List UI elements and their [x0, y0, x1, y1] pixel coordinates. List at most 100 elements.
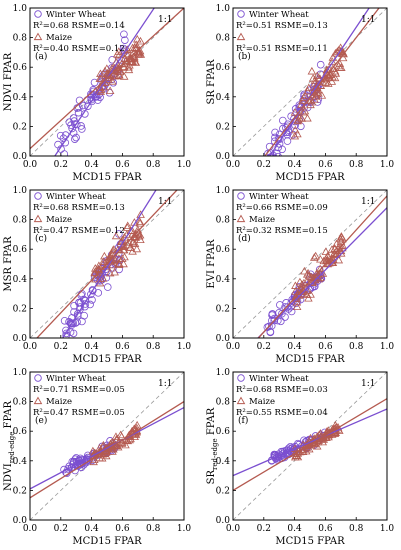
- x-tick-label: 0.6: [318, 160, 333, 170]
- wheat-point: [67, 121, 75, 129]
- x-tick-label: 0.2: [54, 342, 68, 352]
- maize-point: [327, 253, 336, 262]
- legend-maize-label: Maize: [46, 33, 72, 43]
- maize-point: [121, 440, 130, 449]
- maize-point: [119, 63, 129, 71]
- maize-point: [291, 287, 300, 295]
- maize-point: [124, 49, 133, 58]
- maize-point: [337, 63, 346, 72]
- y-axis-label: SR FPAR: [206, 59, 217, 105]
- x-tick-label: 1.0: [177, 524, 192, 534]
- legend-maize-label: Maize: [249, 397, 275, 407]
- x-tick-label: 0.8: [349, 160, 364, 170]
- y-tick-label: 0.2: [13, 304, 27, 314]
- maize-point: [339, 49, 348, 58]
- wheat-point: [271, 128, 279, 137]
- wheat-point: [281, 313, 289, 321]
- maize-point: [292, 298, 302, 306]
- points-layer: [60, 420, 142, 478]
- y-axis-label-subscript: red-edge: [211, 438, 219, 470]
- maize-point: [111, 432, 121, 440]
- maize-point: [292, 302, 302, 310]
- legend-wheat-marker: [34, 192, 42, 200]
- wheat-point: [287, 112, 295, 121]
- wheat-point: [90, 78, 99, 87]
- x-tick-label: 0.4: [287, 160, 302, 170]
- maize-point: [126, 243, 135, 251]
- maize-point: [297, 114, 307, 122]
- y-tick-label: 0.2: [216, 486, 230, 496]
- wheat-point: [81, 300, 90, 308]
- one-to-one-line: [233, 190, 387, 338]
- wheat-fit-line: [61, 190, 157, 338]
- y-axis-label-main: SR: [206, 469, 217, 484]
- maize-point: [105, 86, 115, 95]
- wheat-fit-line: [30, 406, 184, 490]
- y-tick-label: 0.0: [216, 334, 231, 344]
- maize-fit-line: [233, 398, 387, 491]
- x-tick-label: 0.8: [146, 524, 161, 534]
- maize-point: [115, 65, 125, 74]
- wheat-point: [103, 283, 112, 291]
- panel-label: (e): [35, 415, 47, 426]
- chart-panel-e: 0.0 0.2 0.4 0.6 0.8 1.0 0.0 0.2 0.4 0.6 0.8 1.0 MCD1…: [3, 368, 191, 547]
- maize-point: [134, 232, 144, 240]
- maize-point: [127, 58, 137, 66]
- y-tick-label: 0.4: [13, 275, 28, 285]
- y-tick-label: 0.4: [216, 457, 231, 467]
- wheat-point: [271, 133, 279, 142]
- panel-label: (b): [238, 51, 251, 62]
- legend-maize-marker: [33, 214, 43, 223]
- maize-point: [123, 221, 132, 230]
- maize-point: [128, 247, 137, 255]
- legend-wheat-stats: R²=0.68 RSME=0.13: [33, 203, 125, 213]
- x-tick-label: 0.4: [287, 524, 302, 534]
- x-tick-label: 0.0: [226, 524, 241, 534]
- x-tick-label: 0.6: [115, 160, 130, 170]
- legend-wheat-label: Winter Wheat: [46, 374, 106, 384]
- maize-point: [294, 115, 303, 124]
- maize-point: [318, 269, 328, 277]
- legend-wheat-stats: R²=0.51 RSME=0.13: [236, 21, 328, 31]
- maize-point: [132, 244, 142, 253]
- y-tick-label: 1.0: [13, 4, 28, 14]
- y-tick-label: 0.8: [216, 34, 231, 44]
- maize-point: [304, 83, 314, 92]
- x-tick-label: 0.0: [23, 524, 38, 534]
- wheat-point: [88, 97, 96, 106]
- wheat-point: [80, 311, 88, 320]
- y-tick-label: 0.2: [216, 304, 230, 314]
- wheat-point: [72, 454, 81, 462]
- wheat-point: [283, 137, 292, 145]
- legend-maize-label: Maize: [249, 215, 275, 225]
- x-tick-label: 0.0: [23, 160, 38, 170]
- wheat-point: [291, 105, 300, 113]
- maize-point: [114, 259, 123, 267]
- x-tick-label: 0.6: [115, 342, 130, 352]
- wheat-point: [61, 138, 70, 147]
- wheat-point: [268, 310, 277, 318]
- maize-point: [96, 69, 105, 78]
- maize-point: [108, 77, 117, 85]
- y-tick-label: 0.8: [13, 398, 28, 408]
- panel-label: (f): [238, 415, 248, 426]
- one-to-one-line: [233, 8, 387, 156]
- legend-wheat-stats: R²=0.68 RSME=0.03: [236, 385, 328, 395]
- maize-point: [330, 66, 340, 75]
- maize-point: [131, 230, 141, 238]
- maize-point: [123, 223, 132, 231]
- chart-panel-b: 0.0 0.2 0.4 0.6 0.8 1.0 0.0 0.2 0.4 0.6 0.8 1.0 MCD1…: [206, 4, 394, 183]
- wheat-point: [69, 329, 78, 338]
- wheat-point: [120, 30, 128, 39]
- maize-point: [128, 238, 138, 247]
- wheat-point: [265, 322, 273, 331]
- maize-point: [130, 239, 140, 247]
- wheat-point: [276, 301, 284, 309]
- maize-point: [310, 439, 319, 448]
- wheat-point: [72, 133, 80, 142]
- x-axis-label: MCD15 FPAR: [275, 354, 345, 365]
- legend-wheat-marker: [237, 192, 245, 200]
- wheat-point: [270, 137, 279, 146]
- legend-wheat-marker: [34, 374, 42, 382]
- legend-maize-stats: R²=0.32 RSME=0.15: [236, 226, 328, 236]
